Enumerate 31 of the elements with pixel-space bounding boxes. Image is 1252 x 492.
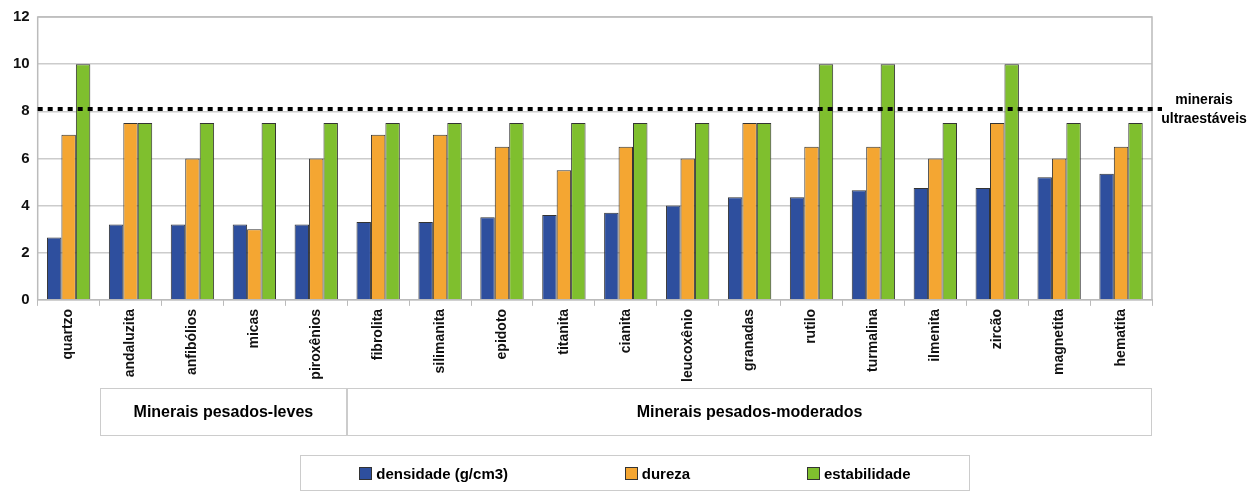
- y-tick-label: 10: [13, 54, 30, 72]
- text: Minerais pesados-leves: [99, 388, 348, 436]
- ref-line-label: minerais ultraestáveis: [1161, 90, 1248, 126]
- y-tick-label: 2: [21, 242, 30, 260]
- legend-label: densidade (g/cm3): [376, 464, 509, 482]
- x-tick-label: cianita: [616, 308, 633, 354]
- x-tick-label: zircão: [988, 308, 1005, 350]
- y-tick-label: 0: [21, 290, 30, 308]
- x-tick-label: leucoxênio: [678, 308, 695, 383]
- x-tick-label: quartzo: [59, 308, 76, 360]
- x-tick-label: hematita: [1111, 308, 1128, 367]
- x-tick-label: andaluzita: [121, 308, 138, 378]
- x-tick-label: rutilo: [802, 308, 819, 344]
- x-tick-label: titanita: [554, 308, 571, 355]
- x-tick-label: fibrolita: [369, 308, 386, 361]
- x-tick-label: granadas: [740, 308, 757, 372]
- y-tick-label: 8: [21, 101, 30, 119]
- legend-label: dureza: [641, 464, 691, 482]
- y-tick-label: 4: [21, 195, 31, 213]
- x-tick-label: epidoto: [492, 308, 509, 360]
- text: Minerais pesados-moderados: [347, 388, 1152, 436]
- x-tick-label: turmalina: [864, 308, 881, 372]
- x-tick-label: micas: [245, 308, 262, 349]
- x-tick-label: magnetita: [1050, 308, 1066, 375]
- y-tick-label: 12: [13, 7, 30, 25]
- x-tick-label: anfibólios: [183, 308, 200, 375]
- y-tick-label: 6: [21, 148, 30, 166]
- legend-label: estabilidade: [823, 464, 911, 482]
- x-tick-label: piroxênios: [307, 308, 324, 380]
- x-tick-label: ilmenita: [926, 308, 943, 362]
- x-tick-label: silimanita: [430, 308, 447, 374]
